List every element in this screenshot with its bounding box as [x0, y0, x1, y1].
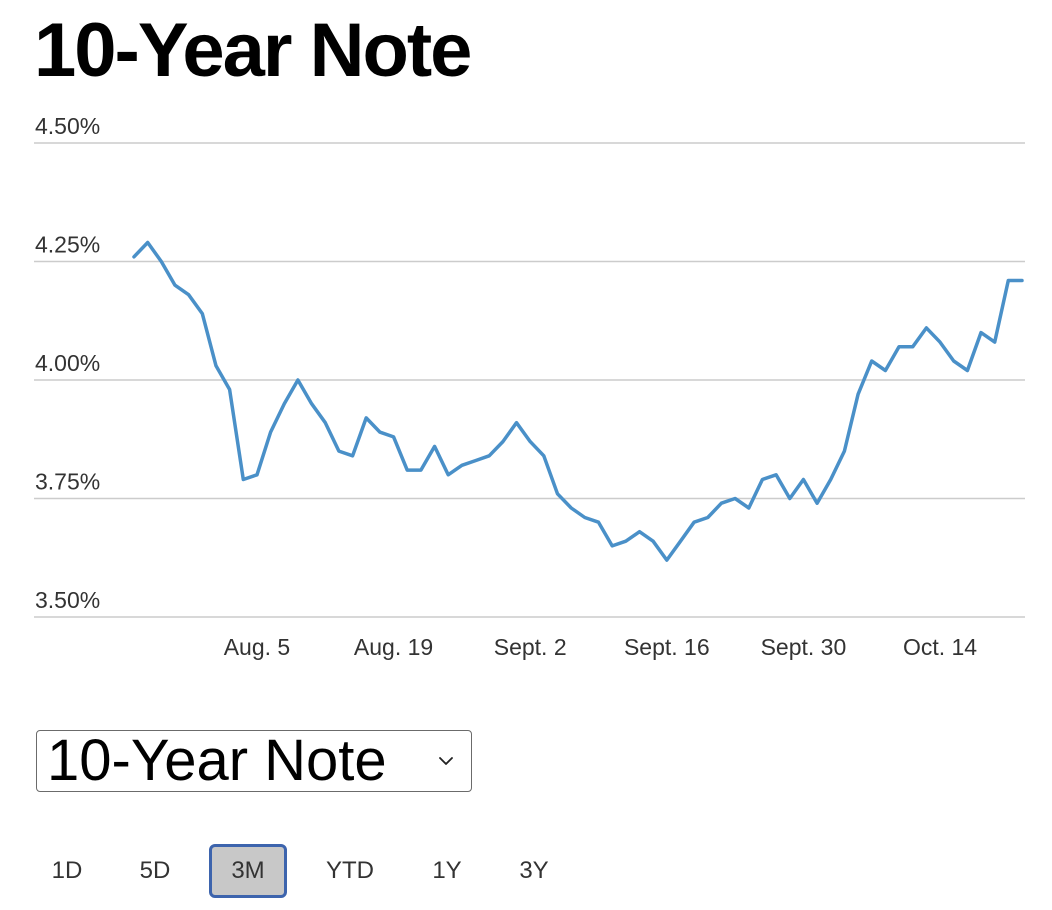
x-tick-label: Sept. 2 [494, 634, 567, 660]
y-tick-label: 3.50% [35, 587, 100, 613]
x-tick-label: Sept. 30 [761, 634, 847, 660]
x-tick-label: Aug. 5 [224, 634, 291, 660]
y-tick-label: 4.00% [35, 350, 100, 376]
x-tick-label: Aug. 19 [354, 634, 433, 660]
y-tick-label: 3.75% [35, 469, 100, 495]
range-tab-ytd[interactable]: YTD [326, 857, 374, 884]
range-tabs: 1D 5D 3M YTD 1Y 3Y [0, 844, 1052, 898]
range-tab-3y[interactable]: 3Y [519, 857, 549, 884]
grid-lines [34, 142, 1025, 618]
yield-chart: 4.50% 4.25% 4.00% 3.75% 3.50% Aug. 5 Aug. 19 S… [34, 113, 1025, 660]
x-axis-labels: Aug. 5 Aug. 19 Sept. 2 Sept. 16 Sept. 30 Oct.… [224, 634, 978, 660]
page-title: 10-Year Note [34, 8, 472, 93]
yield-series-line [132, 240, 1024, 562]
chevron-down-icon [435, 750, 457, 772]
range-tab-1d[interactable]: 1D [51, 857, 83, 884]
y-axis-labels: 4.50% 4.25% 4.00% 3.75% 3.50% [35, 113, 100, 613]
x-tick-label: Oct. 14 [903, 634, 977, 660]
series-layer [132, 240, 1024, 562]
range-tab-3m[interactable]: 3M [209, 844, 287, 898]
security-select-value: 10-Year Note [47, 728, 387, 793]
y-tick-label: 4.50% [35, 113, 100, 139]
y-tick-label: 4.25% [35, 232, 100, 258]
yield-line-chart: 4.50% 4.25% 4.00% 3.75% 3.50% Aug. 5 Aug. 19 S… [34, 113, 1025, 660]
range-tab-1y[interactable]: 1Y [432, 857, 462, 884]
security-select[interactable]: 10-Year Note [36, 730, 472, 792]
x-tick-label: Sept. 16 [624, 634, 710, 660]
range-tab-5d[interactable]: 5D [139, 857, 171, 884]
